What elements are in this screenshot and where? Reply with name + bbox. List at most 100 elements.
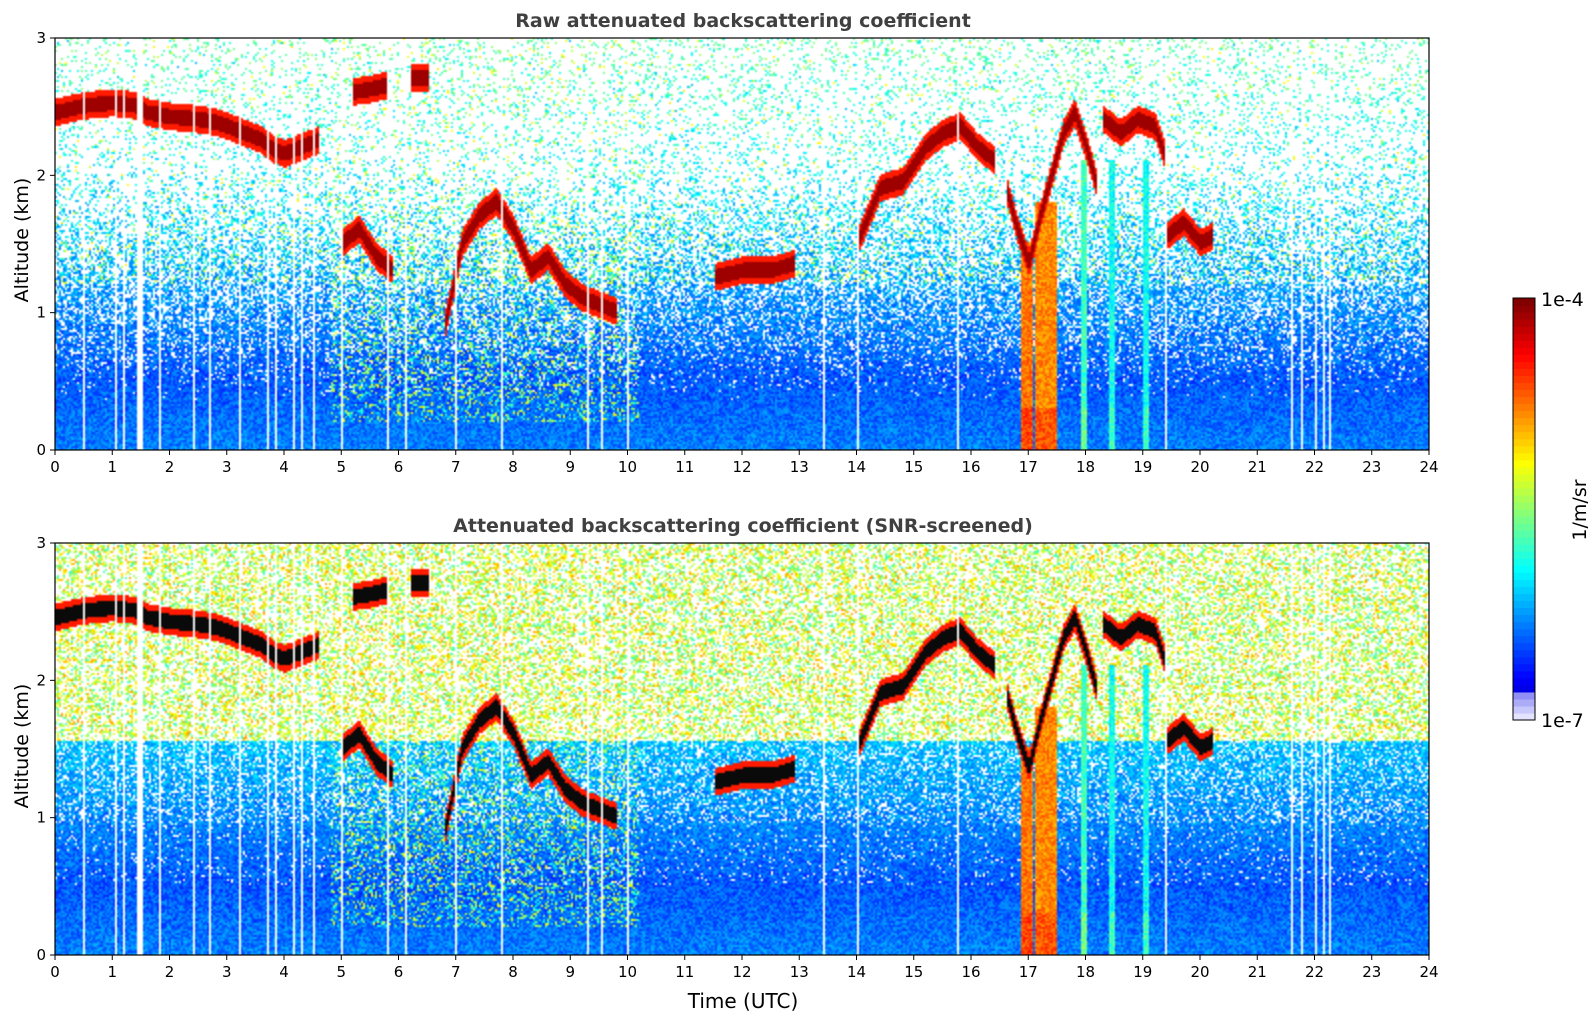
x-tick-label: 6 bbox=[394, 963, 404, 981]
colorbar-step bbox=[1513, 431, 1535, 440]
x-tick-label: 3 bbox=[222, 458, 232, 476]
colorbar-frame bbox=[1512, 297, 1536, 721]
colorbar-step bbox=[1513, 473, 1535, 482]
x-tick-label: 21 bbox=[1248, 963, 1267, 981]
colorbar-step bbox=[1513, 572, 1535, 580]
x-tick-label: 2 bbox=[165, 963, 175, 981]
x-tick-label: 17 bbox=[1019, 458, 1038, 476]
x-tick-label: 14 bbox=[847, 458, 866, 476]
x-tick-label: 22 bbox=[1305, 963, 1324, 981]
colorbar-max-label: 1e-4 bbox=[1541, 289, 1584, 311]
colorbar-step bbox=[1513, 312, 1535, 320]
y-tick-label: 2 bbox=[36, 671, 46, 689]
colorbar-step bbox=[1513, 466, 1535, 475]
x-tick-label: 21 bbox=[1248, 458, 1267, 476]
x-tick-label: 19 bbox=[1133, 963, 1152, 981]
panel-raw: Raw attenuated backscattering coefficien… bbox=[11, 10, 1439, 476]
colorbar-step bbox=[1513, 670, 1535, 679]
colorbar-step bbox=[1513, 544, 1535, 552]
x-tick-label: 11 bbox=[675, 963, 694, 981]
colorbar-step bbox=[1513, 389, 1535, 398]
x-tick-label: 18 bbox=[1076, 963, 1095, 981]
colorbar-step bbox=[1513, 551, 1535, 559]
colorbar-step bbox=[1513, 382, 1535, 391]
colorbar-step bbox=[1513, 516, 1535, 524]
colorbar-step bbox=[1513, 649, 1535, 658]
colorbar-step bbox=[1513, 333, 1535, 341]
x-tick-label: 13 bbox=[790, 458, 809, 476]
x-tick-label: 12 bbox=[732, 458, 751, 476]
colorbar-step bbox=[1513, 621, 1535, 630]
x-axis-ticks: 0 1 2 3 4 5 6 7 8 9 10 11 12 13 14 15 16 17 18 19 20 21 22 23 24 bbox=[50, 955, 1439, 981]
colorbar-step bbox=[1513, 691, 1535, 700]
colorbar-step bbox=[1513, 305, 1535, 313]
colorbar-step bbox=[1513, 684, 1535, 693]
colorbar-step bbox=[1513, 494, 1535, 503]
x-tick-label: 3 bbox=[222, 963, 232, 981]
x-axis-label: Time (UTC) bbox=[687, 989, 799, 1013]
x-tick-label: 1 bbox=[107, 458, 117, 476]
x-tick-label: 8 bbox=[508, 963, 518, 981]
x-tick-label: 19 bbox=[1133, 458, 1152, 476]
colorbar-step bbox=[1513, 614, 1535, 623]
colorbar-step bbox=[1513, 705, 1535, 714]
colorbar-step bbox=[1513, 452, 1535, 461]
x-tick-label: 14 bbox=[847, 963, 866, 981]
x-tick-label: 20 bbox=[1190, 963, 1209, 981]
x-tick-label: 7 bbox=[451, 963, 461, 981]
x-tick-label: 2 bbox=[165, 458, 175, 476]
colorbar-step bbox=[1513, 537, 1535, 545]
plot-area bbox=[54, 37, 1430, 451]
colorbar-step bbox=[1513, 523, 1535, 531]
x-tick-label: 1 bbox=[107, 963, 117, 981]
colorbar-step bbox=[1513, 410, 1535, 419]
colorbar-step bbox=[1513, 326, 1535, 334]
x-tick-label: 24 bbox=[1419, 458, 1438, 476]
colorbar-step bbox=[1513, 656, 1535, 665]
colorbar-step bbox=[1513, 319, 1535, 327]
y-axis-ticks: 0 1 2 3 bbox=[36, 534, 55, 964]
colorbar-step bbox=[1513, 593, 1535, 602]
panel-title: Raw attenuated backscattering coefficien… bbox=[515, 10, 971, 32]
colorbar-step bbox=[1513, 509, 1535, 517]
x-tick-label: 12 bbox=[732, 963, 751, 981]
y-tick-label: 1 bbox=[36, 304, 46, 322]
colorbar-gradient bbox=[1513, 298, 1535, 721]
colorbar-step bbox=[1513, 480, 1535, 489]
x-tick-label: 4 bbox=[279, 963, 289, 981]
x-tick-label: 7 bbox=[451, 458, 461, 476]
panel-title: Attenuated backscattering coefficient (S… bbox=[453, 515, 1033, 537]
colorbar-step bbox=[1513, 712, 1535, 721]
colorbar-step bbox=[1513, 438, 1535, 447]
colorbar-step bbox=[1513, 642, 1535, 651]
colorbar-step bbox=[1513, 298, 1535, 306]
x-tick-label: 0 bbox=[50, 458, 60, 476]
colorbar-step bbox=[1513, 487, 1535, 496]
x-tick-label: 24 bbox=[1419, 963, 1438, 981]
y-tick-label: 0 bbox=[36, 946, 46, 964]
x-tick-label: 4 bbox=[279, 458, 289, 476]
colorbar-step bbox=[1513, 375, 1535, 383]
colorbar-step bbox=[1513, 635, 1535, 644]
y-tick-label: 3 bbox=[36, 534, 46, 552]
y-tick-label: 1 bbox=[36, 809, 46, 827]
panel-snr-screened: Attenuated backscattering coefficient (S… bbox=[11, 515, 1439, 1013]
x-tick-label: 15 bbox=[904, 458, 923, 476]
x-tick-label: 22 bbox=[1305, 458, 1324, 476]
colorbar-step bbox=[1513, 417, 1535, 426]
x-tick-label: 8 bbox=[508, 458, 518, 476]
x-tick-label: 18 bbox=[1076, 458, 1095, 476]
colorbar-step bbox=[1513, 607, 1535, 616]
x-tick-label: 20 bbox=[1190, 458, 1209, 476]
colorbar-step bbox=[1513, 628, 1535, 637]
x-tick-label: 10 bbox=[618, 963, 637, 981]
colorbar-step bbox=[1513, 663, 1535, 672]
colorbar-step bbox=[1513, 361, 1535, 369]
y-axis-label: Altitude (km) bbox=[11, 684, 33, 809]
plot-area bbox=[54, 542, 1430, 956]
x-tick-label: 9 bbox=[565, 458, 575, 476]
colorbar-step bbox=[1513, 677, 1535, 686]
colorbar-step bbox=[1513, 698, 1535, 707]
colorbar-min-label: 1e-7 bbox=[1541, 710, 1584, 732]
